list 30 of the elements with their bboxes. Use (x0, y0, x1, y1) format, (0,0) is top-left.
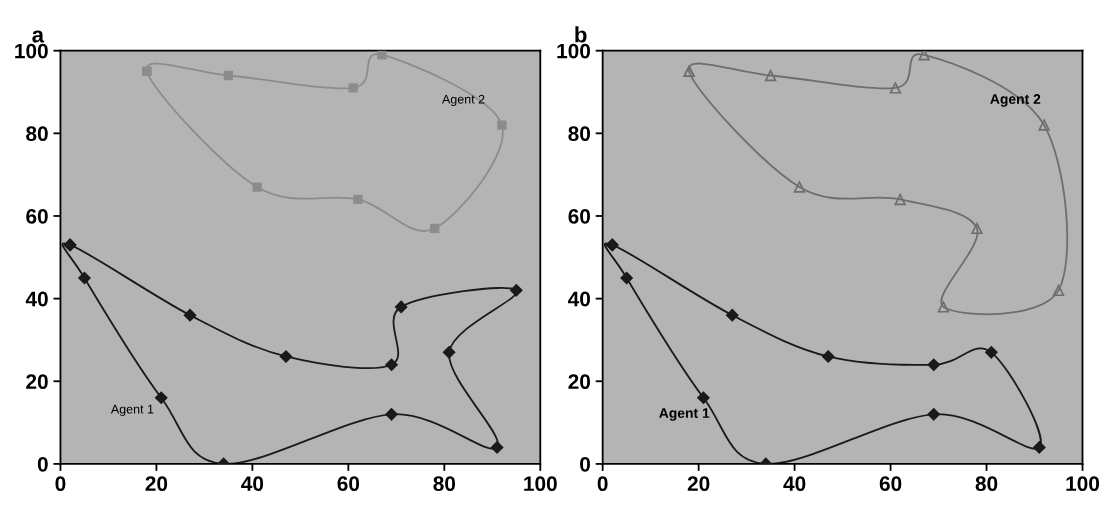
series-label: Agent 1 (110, 404, 154, 417)
chart-title: b (575, 26, 587, 43)
x-tick-label: 0 (597, 476, 608, 492)
y-tick-label: 0 (580, 456, 591, 472)
series-label: Agent 2 (990, 94, 1041, 107)
x-tick-label: 100 (1066, 476, 1099, 492)
x-tick-label: 60 (337, 476, 360, 492)
y-tick-label: 40 (25, 291, 48, 307)
chart-title: a (32, 30, 45, 43)
y-tick-label: 20 (26, 374, 48, 390)
y-tick-label: 40 (568, 291, 591, 307)
x-tick-label: 0 (55, 476, 66, 492)
y-tick-label: 100 (557, 43, 591, 59)
x-tick-label: 20 (687, 476, 710, 492)
x-tick-label: 100 (524, 476, 557, 492)
y-tick-label: 100 (15, 43, 48, 59)
x-tick-label: 80 (433, 476, 456, 492)
y-tick-label: 0 (37, 456, 48, 472)
x-tick-label: 60 (879, 476, 902, 492)
y-tick-label: 20 (568, 374, 591, 390)
series-label: Agent 2 (442, 94, 485, 107)
x-tick-label: 20 (145, 476, 168, 492)
y-tick-label: 80 (568, 126, 591, 142)
series-label: Agent 1 (659, 408, 710, 421)
x-tick-label: 80 (975, 476, 998, 492)
y-tick-label: 60 (568, 208, 591, 224)
y-tick-label: 60 (26, 208, 48, 224)
y-tick-label: 80 (26, 126, 48, 142)
x-tick-label: 40 (783, 476, 806, 492)
x-tick-label: 40 (241, 476, 264, 492)
